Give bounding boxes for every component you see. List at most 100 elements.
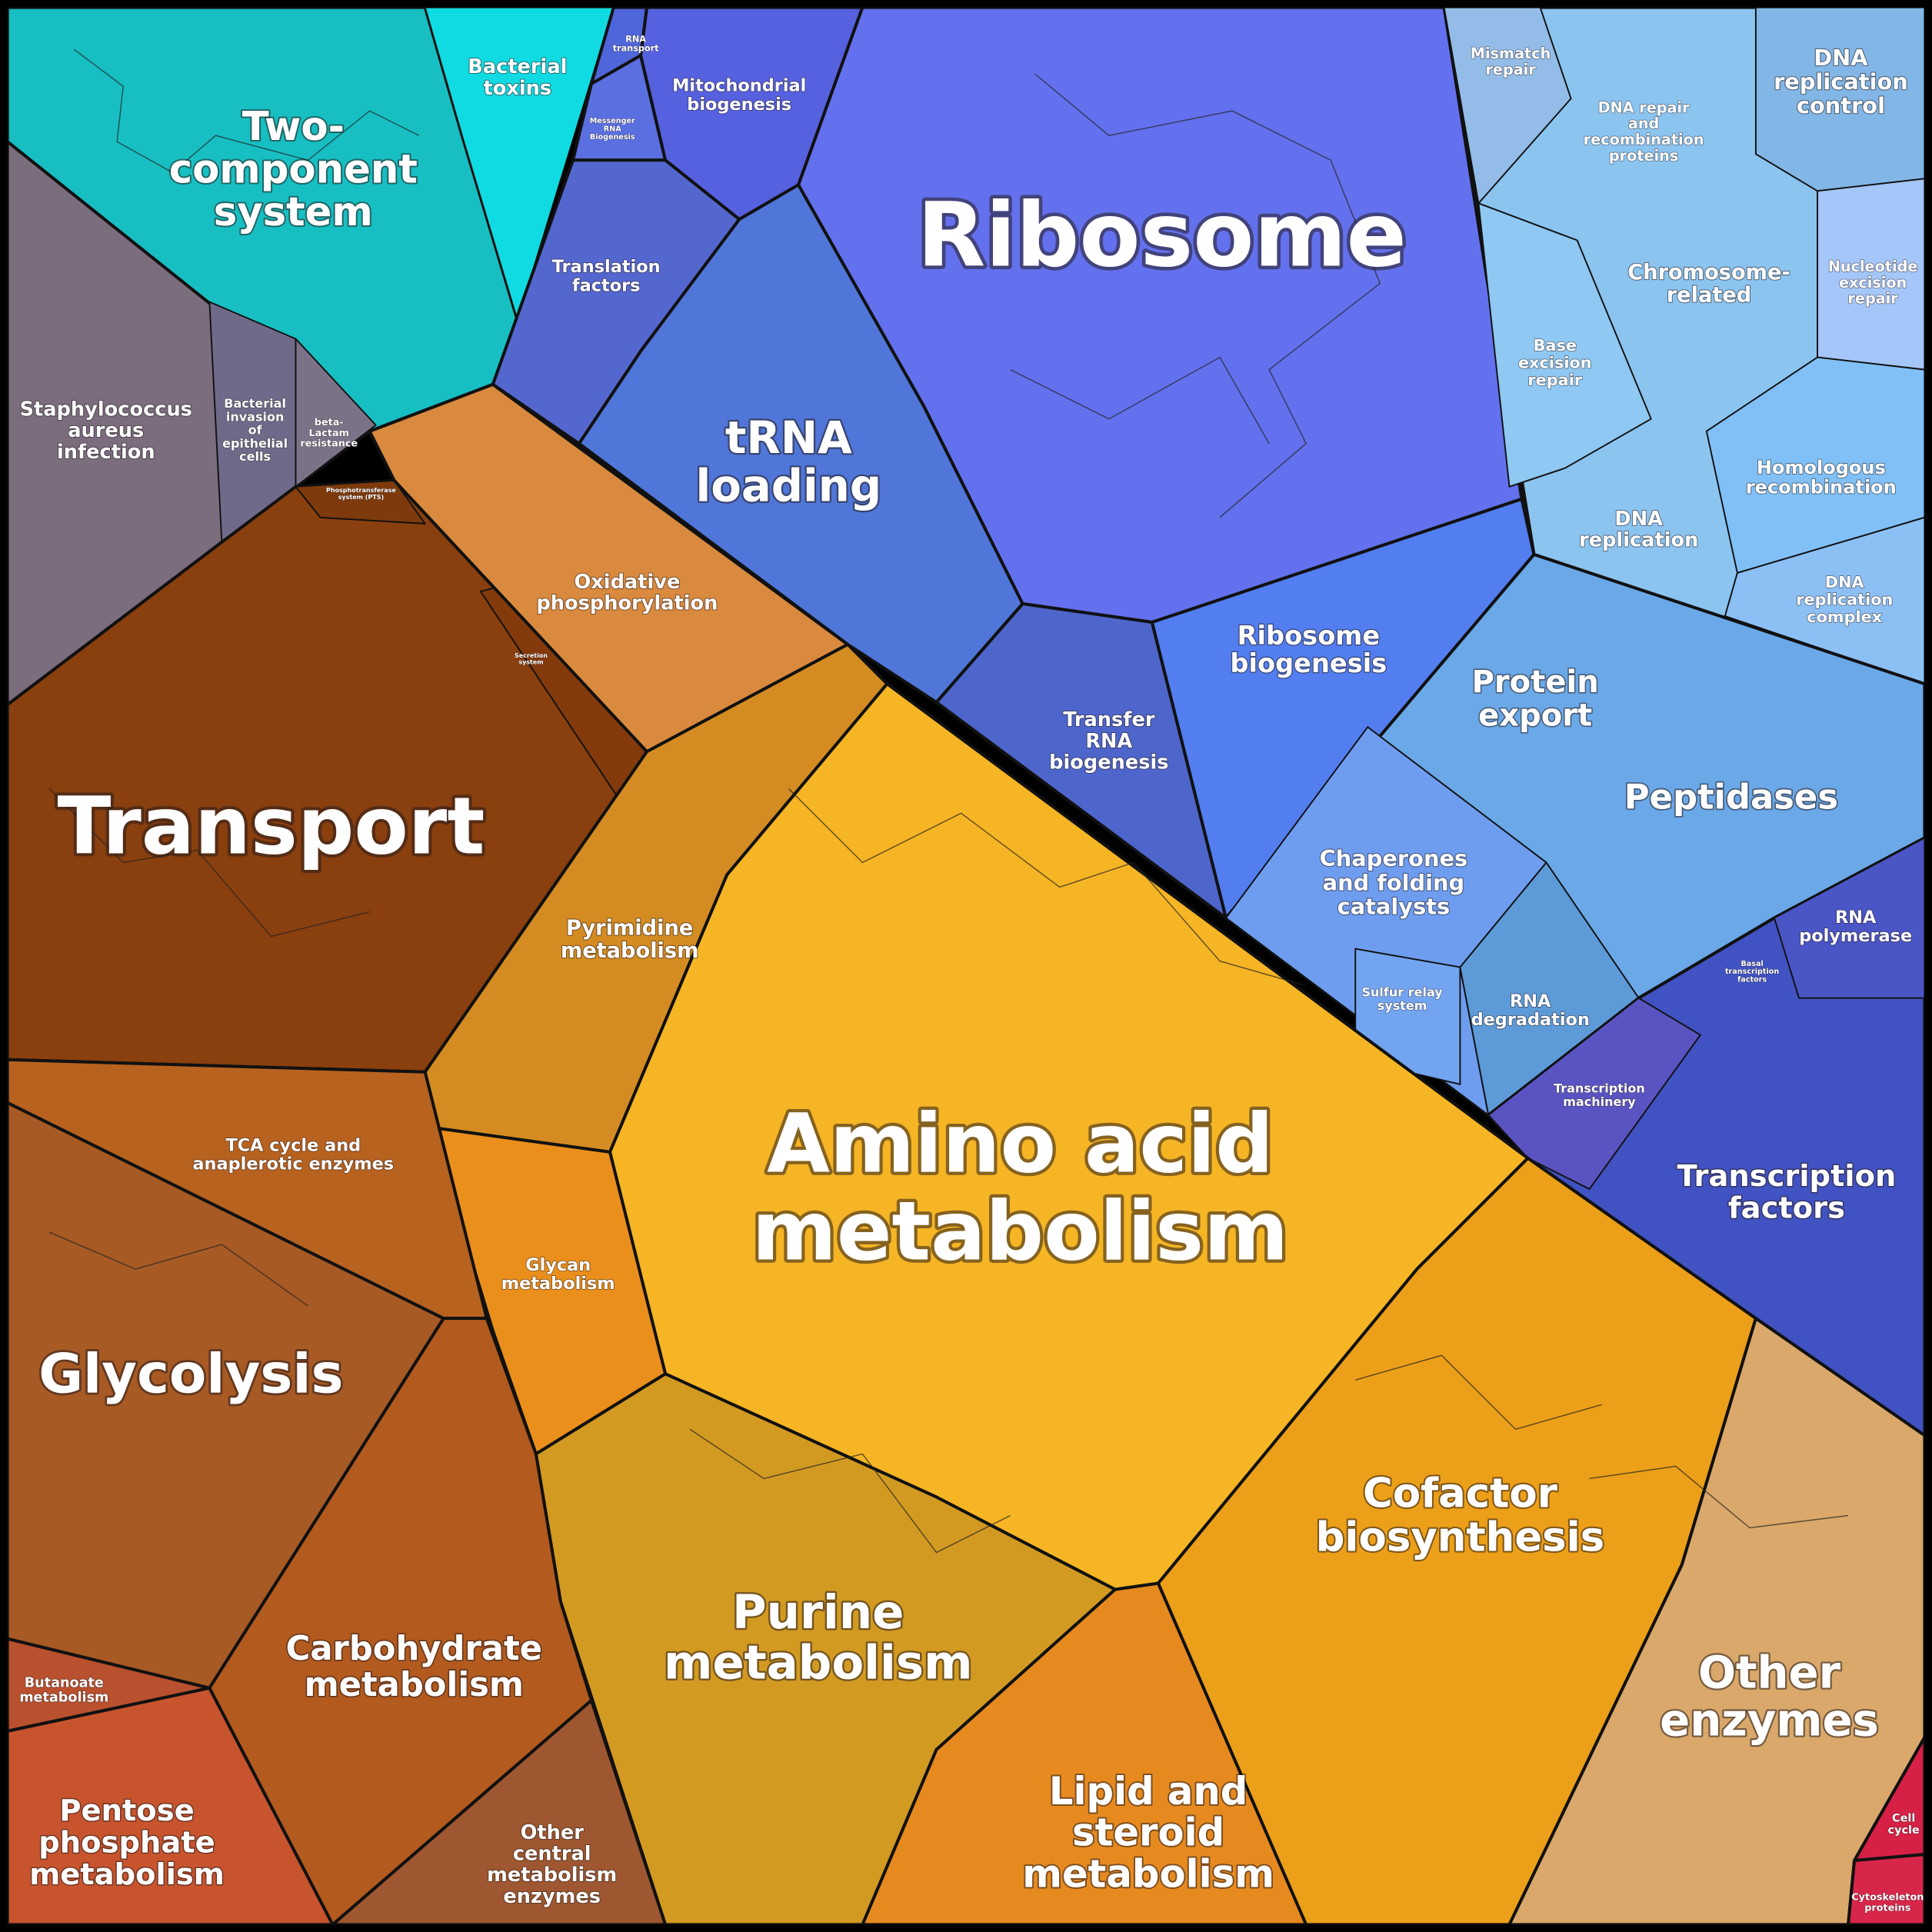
region-label: Transcription [1677, 1159, 1897, 1194]
region-label: RNA [1835, 908, 1877, 928]
region-label: RNA [1510, 991, 1551, 1011]
region-label: replication [1774, 68, 1908, 95]
region-label: metabolism [487, 1864, 617, 1887]
region-label: Glycan [525, 1255, 591, 1275]
cell-line [788, 788, 1307, 987]
region-label: machinery [1563, 1094, 1636, 1109]
region-label: proteins [1609, 147, 1678, 165]
region-label: related [1667, 284, 1752, 308]
region-label: enzymes [1660, 1694, 1879, 1747]
region-label: Translation [552, 257, 661, 277]
region-label: repair [1485, 61, 1536, 78]
region-label: metabolism [29, 1857, 225, 1892]
region-label: Peptidases [1624, 777, 1838, 818]
region-label: Mismatch [1471, 45, 1551, 62]
region-label: Cofactor [1363, 1471, 1557, 1517]
region-label: epithelial [222, 436, 288, 451]
region-label: Amino acid [767, 1097, 1274, 1191]
region-label: factors [572, 275, 641, 295]
machinery-region [1487, 997, 1701, 1190]
region-label: system [214, 189, 373, 235]
region-label: anaplerotic enzymes [192, 1154, 394, 1174]
cell-line [1589, 1465, 1849, 1529]
region-label: Butanoate [25, 1675, 104, 1690]
region-label: Ribosome [1237, 621, 1381, 651]
region-label: Bacterial [468, 55, 567, 78]
region-label: system (PTS) [338, 494, 385, 501]
region-label: metabolism [561, 939, 699, 963]
region-label: factors [1728, 1191, 1845, 1226]
region-label: Bacterial [224, 396, 286, 411]
cell-line [1034, 73, 1381, 518]
region-label: component [169, 147, 418, 193]
region-label: metabolism [752, 1184, 1289, 1279]
region-label: RNA [604, 125, 621, 133]
region-label: Purine [732, 1585, 904, 1640]
region-label: recombination [1584, 131, 1704, 148]
cell-line [48, 1231, 308, 1307]
region-label: replication [1579, 529, 1698, 552]
region-label: resistance [300, 438, 358, 450]
region-label: Lipid and [1049, 1769, 1247, 1814]
region-label: toxins [484, 77, 552, 100]
region-label: excision [1839, 274, 1907, 291]
region-label: Protein [1472, 665, 1599, 700]
region-label: metabolism [305, 1666, 524, 1704]
region-label: complex [1807, 608, 1882, 626]
region-label: Messenger [590, 117, 635, 125]
region-label: steroid [1072, 1810, 1224, 1855]
ber-region [1477, 202, 1652, 488]
region-label: Pyrimidine [566, 916, 693, 940]
region-label: Other [521, 1821, 585, 1844]
region-label: enzymes [503, 1885, 601, 1908]
region-label: system [518, 658, 543, 665]
region-label: Nucleotide [1828, 258, 1918, 275]
region-label: beta- [315, 417, 344, 428]
region-label: Transcription [1554, 1081, 1645, 1096]
region-label: phosphate [38, 1826, 215, 1860]
region-label: of [248, 423, 263, 438]
region-label: biogenesis [1049, 751, 1168, 774]
pts-region [295, 479, 426, 525]
region-label: biogenesis [687, 95, 791, 115]
region-label: RNA [1085, 730, 1132, 753]
region-label: Glycolysis [38, 1343, 343, 1406]
region-label: biogenesis [1230, 648, 1387, 678]
region-label: factors [1737, 976, 1767, 984]
region-label: Basal [1740, 960, 1763, 968]
region-label: catalysts [1337, 894, 1451, 920]
region-label: proteins [1864, 1902, 1911, 1914]
region-label: Ribosome [918, 185, 1407, 288]
region-label: Lactam [309, 428, 349, 439]
region-label: RNA [625, 34, 646, 44]
region-label: DNA [1814, 45, 1868, 71]
region-label: repair [1527, 371, 1582, 389]
region-label: Base [1534, 336, 1577, 355]
region-label: Transfer [1063, 708, 1155, 731]
region-label: repair [1847, 290, 1898, 308]
region-label: metabolism [1022, 1851, 1274, 1896]
region-label: cells [239, 449, 271, 464]
region-label: and folding [1323, 869, 1465, 895]
region-label: cycle [1888, 1824, 1920, 1837]
region-label: replication [1796, 590, 1893, 608]
cell-line [1010, 356, 1270, 445]
region-label: Mitochondrial [672, 76, 806, 96]
region-label: Carbohydrate [286, 1630, 542, 1668]
region-label: and [1628, 115, 1659, 132]
cell-line [689, 1428, 1011, 1554]
region-label: metabolism [664, 1636, 973, 1690]
region-label: transport [613, 43, 659, 53]
region-label: biosynthesis [1316, 1514, 1605, 1561]
region-label: DNA repair [1598, 98, 1690, 116]
region-label: recombination [1746, 477, 1897, 498]
cell-line [73, 48, 420, 174]
region-label: system [1377, 998, 1427, 1013]
region-label: Staphylococcus [20, 398, 192, 421]
region-label: Chaperones [1320, 845, 1468, 871]
region-label: export [1478, 698, 1592, 733]
region-label: Two- [242, 104, 345, 150]
region-label: metabolism [501, 1274, 615, 1294]
